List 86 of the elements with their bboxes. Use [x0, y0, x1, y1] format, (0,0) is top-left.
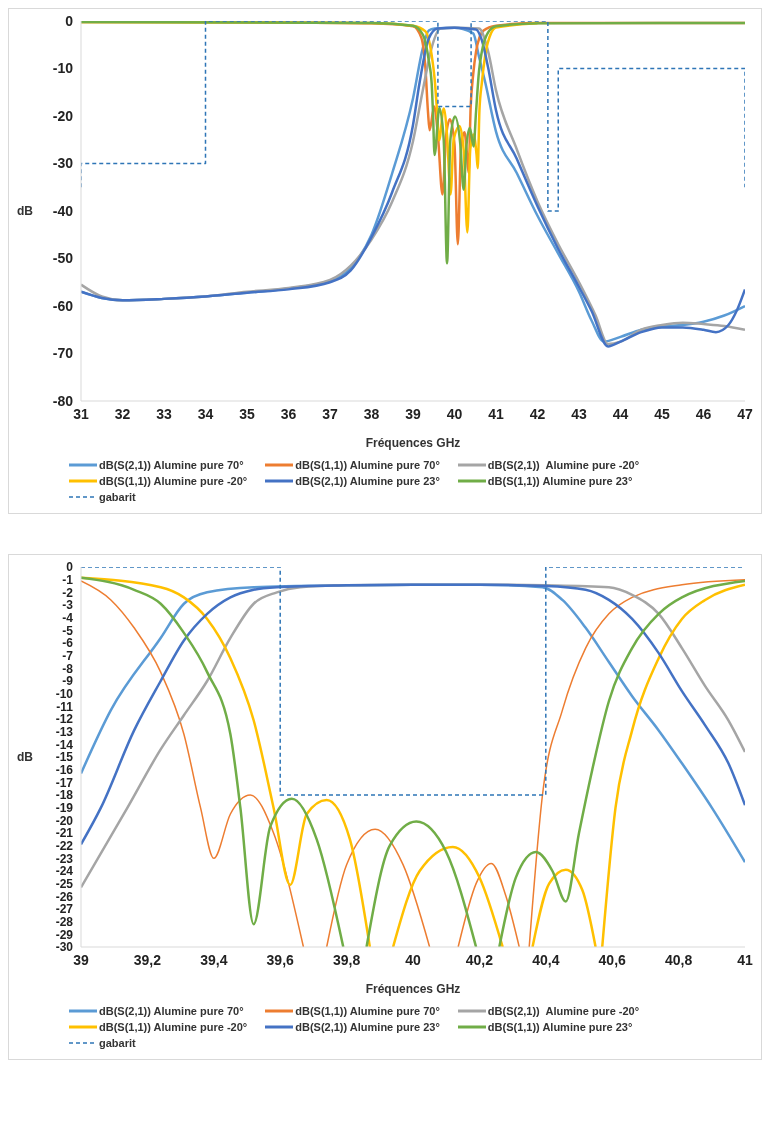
y-tick-label: -13	[55, 724, 74, 739]
legend-label: dB(S(1,1)) Alumine pure -20°	[99, 1021, 248, 1033]
legend-label: gabarit	[99, 491, 136, 503]
x-tick-label: 38	[363, 405, 380, 422]
x-tick-label: 40	[446, 405, 463, 422]
y-tick-label: -1	[62, 572, 74, 587]
y-tick-label: -14	[55, 737, 74, 752]
legend-label: dB(S(1,1)) Alumine pure 23°	[487, 475, 633, 487]
y-tick-label: -20	[55, 813, 74, 828]
y-tick-label: -30	[52, 155, 74, 172]
y-tick-label: -27	[55, 902, 74, 917]
legend-label: dB(S(2,1)) Alumine pure 23°	[295, 475, 440, 487]
y-tick-label: -24	[55, 864, 74, 879]
y-tick-label: -40	[52, 202, 74, 219]
y-tick-label: -7	[62, 648, 74, 663]
y-tick-label: -10	[52, 60, 74, 77]
y-tick-label: -9	[62, 674, 74, 689]
legend-label: dB(S(2,1)) Alumine pure 70°	[99, 1005, 244, 1017]
y-tick-label: -70	[52, 345, 74, 362]
x-tick-label: 44	[612, 405, 629, 422]
x-tick-label: 39,2	[133, 951, 162, 968]
y-tick-label: -11	[56, 699, 74, 714]
legend-label: dB(S(2,1)) Alumine pure 23°	[295, 1021, 440, 1033]
y-tick-label: -19	[55, 800, 74, 815]
x-tick-label: 33	[156, 405, 172, 422]
x-tick-label: 39	[405, 405, 421, 422]
x-tick-label: 40	[405, 951, 421, 968]
y-tick-label: -17	[55, 775, 74, 790]
x-tick-label: 39,4	[200, 951, 228, 968]
legend-label: dB(S(1,1)) Alumine pure 70°	[295, 1005, 440, 1017]
x-tick-label: 32	[114, 405, 131, 422]
y-tick-label: -21	[55, 826, 74, 841]
y-tick-label: -5	[62, 623, 74, 638]
legend-label: dB(S(1,1)) Alumine pure 70°	[295, 459, 440, 471]
y-tick-label: -18	[55, 788, 74, 803]
x-tick-label: 34	[197, 405, 214, 422]
y-tick-label: -4	[62, 610, 74, 625]
y-tick-label: -26	[55, 889, 74, 904]
y-axis-title: dB	[17, 204, 34, 219]
x-tick-label: 35	[239, 405, 255, 422]
legend-label: dB(S(2,1)) Alumine pure -20°	[487, 459, 640, 471]
y-tick-label: -16	[55, 762, 74, 777]
legend-label: dB(S(2,1)) Alumine pure 70°	[99, 459, 244, 471]
x-tick-label: 39,6	[266, 951, 295, 968]
x-tick-label: 43	[571, 405, 587, 422]
legend-label: dB(S(1,1)) Alumine pure -20°	[99, 475, 248, 487]
y-tick-label: -28	[55, 914, 74, 929]
x-tick-label: 40,4	[532, 951, 560, 968]
legend-label: gabarit	[99, 1037, 136, 1049]
x-tick-label: 40,8	[664, 951, 693, 968]
x-axis-title: Fréquences GHz	[365, 436, 461, 450]
y-tick-label: -29	[55, 927, 74, 942]
x-tick-label: 42	[529, 405, 546, 422]
x-tick-label: 40,2	[465, 951, 494, 968]
x-tick-label: 39,8	[332, 951, 361, 968]
legend-label: dB(S(1,1)) Alumine pure 23°	[487, 1021, 633, 1033]
x-axis-title: Fréquences GHz	[365, 982, 461, 996]
y-axis-title: dB	[17, 750, 34, 765]
y-tick-label: -60	[52, 297, 74, 314]
x-tick-label: 41	[737, 951, 753, 968]
y-tick-label: -50	[52, 250, 74, 267]
x-tick-label: 36	[280, 405, 297, 422]
y-tick-label: -6	[62, 636, 74, 651]
x-tick-label: 41	[488, 405, 504, 422]
y-tick-label: -10	[55, 686, 74, 701]
y-tick-label: -15	[55, 750, 74, 765]
y-tick-label: -30	[55, 940, 74, 955]
y-tick-label: -8	[62, 661, 74, 676]
y-tick-label: -25	[55, 876, 74, 891]
x-tick-label: 40,6	[598, 951, 627, 968]
y-tick-label: 0	[66, 560, 74, 575]
y-tick-label: -2	[62, 585, 74, 600]
y-tick-label: 0	[65, 12, 74, 29]
y-tick-label: -20	[52, 107, 74, 124]
y-tick-label: -3	[62, 598, 74, 613]
x-tick-label: 45	[654, 405, 670, 422]
y-tick-label: -22	[55, 838, 74, 853]
x-tick-label: 37	[322, 405, 338, 422]
x-tick-label: 39	[73, 951, 89, 968]
y-tick-label: -80	[52, 392, 74, 409]
x-tick-label: 31	[73, 405, 89, 422]
legend-label: dB(S(2,1)) Alumine pure -20°	[487, 1005, 640, 1017]
y-tick-label: -12	[55, 712, 74, 727]
y-tick-label: -23	[55, 851, 74, 866]
x-tick-label: 46	[695, 405, 712, 422]
x-tick-label: 47	[737, 405, 753, 422]
